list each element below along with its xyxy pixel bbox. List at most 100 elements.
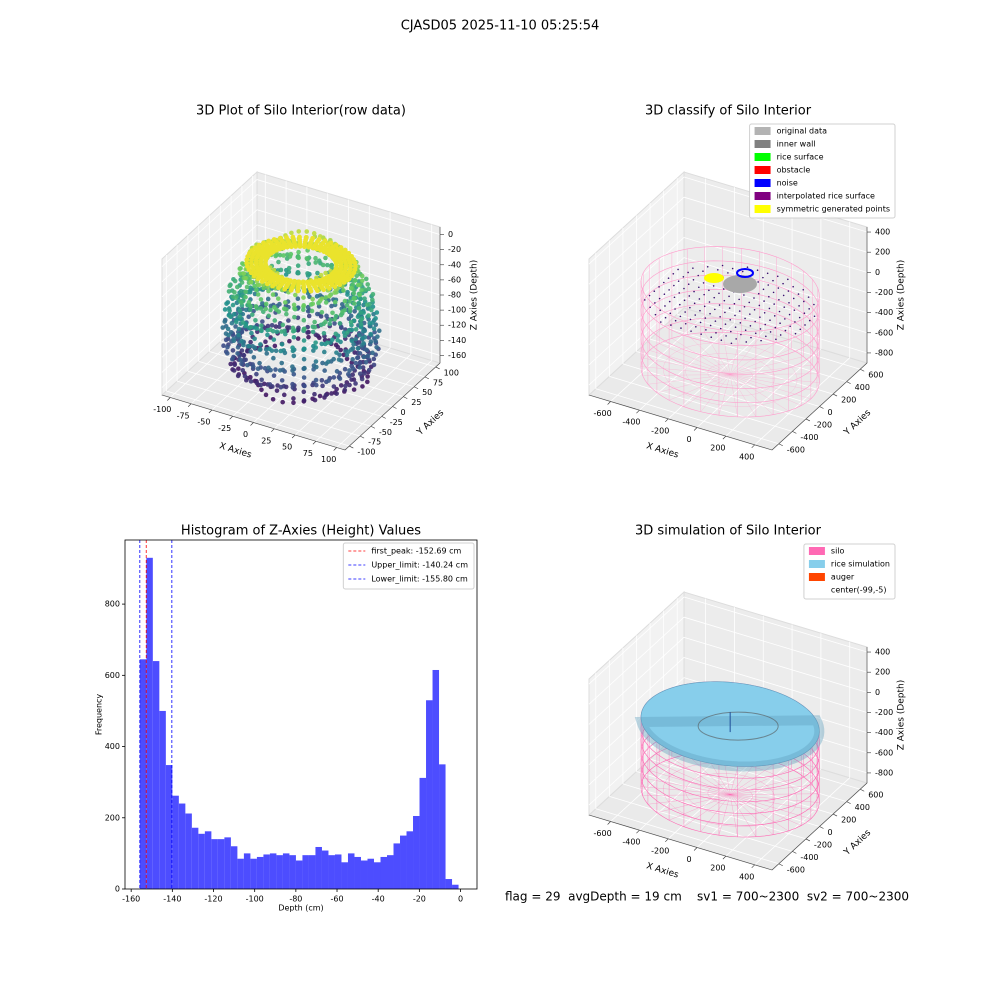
point: [762, 276, 764, 279]
legend-swatch: [808, 573, 825, 581]
point: [248, 379, 254, 384]
point: [364, 302, 370, 308]
point: [311, 231, 317, 236]
point: [322, 368, 327, 373]
point: [221, 343, 226, 349]
point: [347, 305, 353, 311]
grid-line: [256, 179, 441, 235]
point: [260, 244, 266, 250]
point: [370, 292, 376, 297]
z-tick-label: 200: [875, 248, 890, 257]
tick-mark: [636, 409, 640, 414]
point: [808, 319, 811, 322]
z-tick-label: -200: [875, 708, 893, 717]
point: [259, 279, 265, 284]
point: [296, 249, 301, 255]
y-tick-label: 200: [105, 813, 120, 822]
z-axis-label: Z Axies (Depth): [470, 260, 480, 331]
point: [756, 269, 759, 272]
point: [313, 382, 319, 388]
point: [347, 299, 353, 304]
grid-line: [161, 209, 258, 298]
x-tick-label: 75: [303, 449, 313, 458]
point: [237, 266, 243, 272]
point: [753, 297, 755, 299]
z-tick-label: -800: [875, 348, 893, 357]
point: [358, 321, 364, 327]
point: [371, 356, 377, 362]
point: [241, 342, 246, 348]
point: [261, 285, 267, 291]
point: [335, 344, 341, 350]
y-tick-label: 400: [855, 803, 870, 812]
point: [353, 336, 359, 342]
point: [306, 334, 311, 340]
point: [365, 379, 370, 385]
point: [319, 378, 325, 383]
point: [258, 323, 264, 328]
point: [265, 323, 271, 329]
point: [240, 320, 246, 325]
tick-mark: [722, 855, 727, 860]
tick-mark: [846, 381, 851, 384]
point: [271, 237, 277, 242]
point: [243, 307, 249, 313]
point: [658, 286, 660, 288]
y-tick-label: 200: [841, 816, 856, 825]
point: [279, 378, 285, 383]
point: [339, 249, 344, 254]
point: [792, 297, 795, 300]
point: [301, 288, 307, 294]
point: [715, 332, 717, 334]
point: [335, 337, 341, 343]
rice-side: [634, 715, 825, 772]
legend-label: silo: [831, 547, 845, 556]
bar: [256, 856, 264, 889]
point: [358, 317, 364, 323]
point: [345, 277, 351, 283]
point: [238, 357, 243, 362]
tick-mark: [208, 409, 213, 414]
point: [797, 293, 800, 295]
point: [251, 355, 257, 360]
point: [312, 397, 318, 403]
point: [258, 306, 264, 311]
bar: [439, 764, 446, 889]
point: [308, 288, 314, 294]
bar: [308, 855, 316, 889]
point: [261, 381, 267, 387]
bar: [334, 854, 342, 889]
point: [248, 303, 253, 309]
grid-line: [622, 363, 807, 420]
point: [357, 371, 363, 377]
x-tick-label: 200: [710, 864, 725, 873]
point: [284, 311, 289, 317]
point: [262, 365, 268, 371]
point: [765, 335, 767, 338]
legend-box: [749, 123, 896, 219]
point: [695, 325, 697, 328]
point: [265, 332, 270, 338]
grid-line: [176, 380, 361, 437]
point: [787, 278, 789, 281]
point: [279, 341, 285, 347]
bar: [139, 659, 147, 889]
x-axis-label: Depth (cm): [278, 904, 323, 913]
point: [282, 286, 288, 292]
point: [305, 309, 311, 314]
point: [290, 364, 295, 370]
point: [313, 332, 319, 338]
y-tick-label: 100: [444, 368, 459, 377]
point: [684, 322, 687, 325]
bar: [321, 850, 329, 889]
point: [769, 331, 772, 333]
point: [305, 304, 311, 310]
point: [775, 338, 777, 341]
point: [342, 387, 348, 393]
point: [268, 307, 273, 313]
point: [709, 324, 712, 327]
silo-ring: [640, 246, 820, 332]
point: [269, 322, 275, 328]
point: [359, 278, 365, 284]
grid-line: [256, 209, 441, 266]
